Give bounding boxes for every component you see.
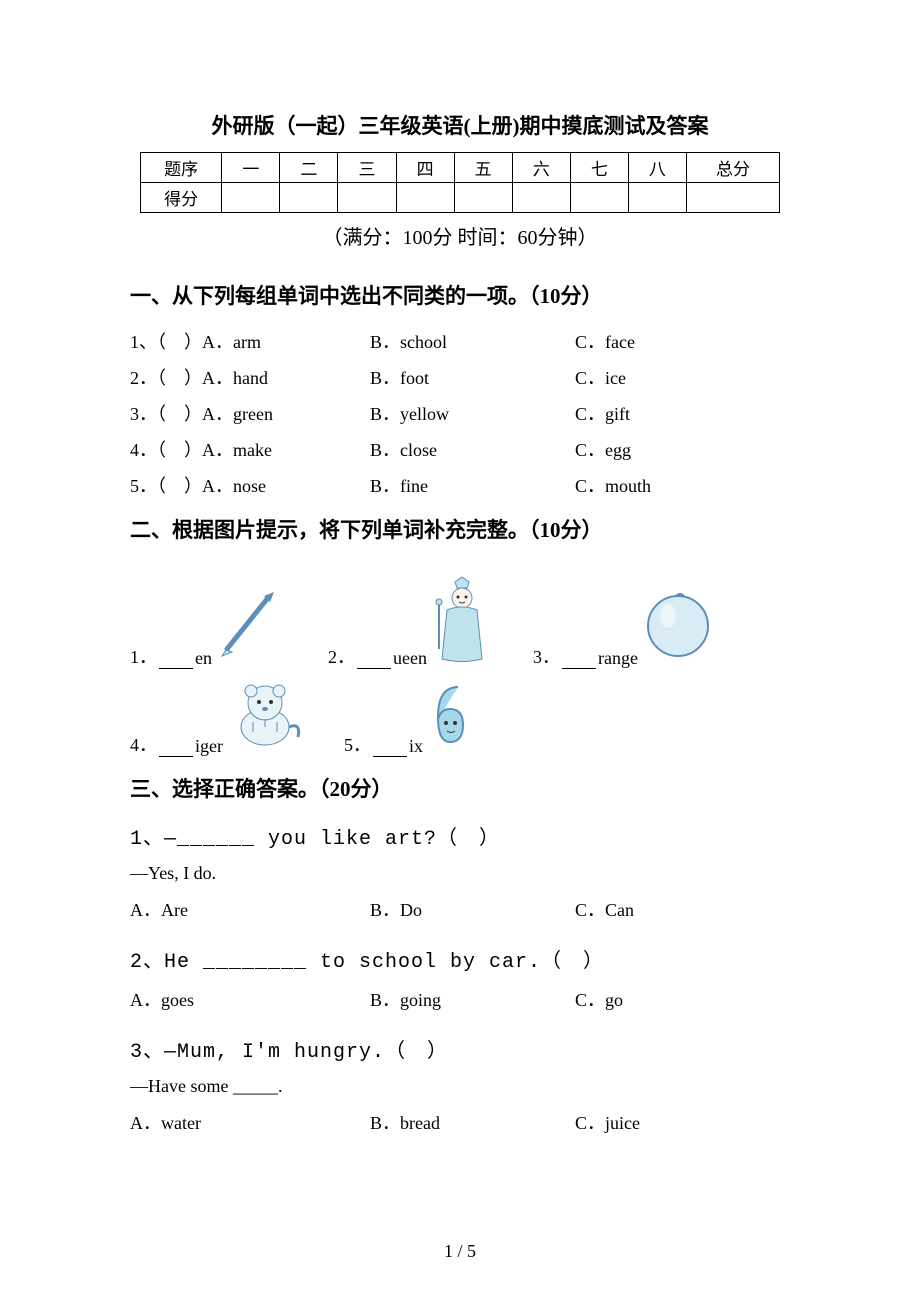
pen-icon bbox=[212, 584, 292, 669]
s1-q4-a: 4．（ ）A．make bbox=[130, 436, 370, 462]
s1-q1-b: B．school bbox=[370, 328, 575, 354]
s3-q2-choices: A．goes B．going C．go bbox=[130, 986, 790, 1012]
s3-q1-choices: A．Are B．Do C．Can bbox=[130, 896, 790, 922]
header-label: 题序 bbox=[141, 153, 222, 183]
col-2: 二 bbox=[280, 153, 338, 183]
s3-q3-b: B．bread bbox=[370, 1109, 575, 1135]
section-1-heading: 一、从下列每组单词中选出不同类的一项。（10分） bbox=[130, 280, 790, 310]
s1-q5-c: C．mouth bbox=[575, 472, 790, 498]
blank-input[interactable] bbox=[373, 739, 407, 757]
section-2-heading: 二、根据图片提示，将下列单词补充完整。（10分） bbox=[130, 514, 790, 544]
s2-item-1: 1． en bbox=[130, 584, 292, 669]
s1-q3-c: C．gift bbox=[575, 400, 790, 426]
s1-q2-c: C．ice bbox=[575, 364, 790, 390]
tiger-icon bbox=[223, 677, 308, 757]
exam-info: （满分：100分 时间：60分钟） bbox=[130, 221, 790, 250]
s1-q4-c: C．egg bbox=[575, 436, 790, 462]
score-cell[interactable] bbox=[454, 183, 512, 213]
s1-q2-a: 2．（ ）A．hand bbox=[130, 364, 370, 390]
col-6: 六 bbox=[512, 153, 570, 183]
s2-item-5: 5． ix bbox=[344, 677, 473, 757]
score-cell[interactable] bbox=[222, 183, 280, 213]
s2-3-suffix: range bbox=[598, 648, 638, 669]
s2-5-prefix: 5． bbox=[344, 731, 371, 757]
s3-q3-choices: A．water B．bread C．juice bbox=[130, 1109, 790, 1135]
s2-2-prefix: 2． bbox=[328, 643, 355, 669]
s3-q3-response: —Have some _____. bbox=[130, 1076, 790, 1097]
queen-icon bbox=[427, 574, 497, 669]
score-cell[interactable] bbox=[686, 183, 779, 213]
s3-q3-text: 3、—Mum, I'm hungry.（ ） bbox=[130, 1034, 790, 1064]
s2-item-3: 3． range bbox=[533, 584, 718, 669]
section-3-heading: 三、选择正确答案。（20分） bbox=[130, 773, 790, 803]
s2-row1: 1． en 2． ueen 3． bbox=[130, 574, 790, 669]
s3-q1-text: 1、—______ you like art?（ ） bbox=[130, 821, 790, 851]
s1-q5-b: B．fine bbox=[370, 472, 575, 498]
s1-q1-c: C．face bbox=[575, 328, 790, 354]
orange-icon bbox=[638, 584, 718, 669]
s2-item-4: 4． iger bbox=[130, 677, 308, 757]
s1-q5-a: 5．（ ）A．nose bbox=[130, 472, 370, 498]
score-cell[interactable] bbox=[512, 183, 570, 213]
s2-row2: 4． iger 5． ix bbox=[130, 677, 790, 757]
col-3: 三 bbox=[338, 153, 396, 183]
s3-q1-a: A．Are bbox=[130, 896, 370, 922]
s1-q3-b: B．yellow bbox=[370, 400, 575, 426]
score-cell[interactable] bbox=[570, 183, 628, 213]
s1-q3: 3．（ ）A．green B．yellow C．gift bbox=[130, 400, 790, 426]
score-table: 题序 一 二 三 四 五 六 七 八 总分 得分 bbox=[140, 152, 780, 213]
s1-q1: 1、（ ）A．arm B．school C．face bbox=[130, 328, 790, 354]
col-5: 五 bbox=[454, 153, 512, 183]
s3-q1: 1、—______ you like art?（ ） —Yes, I do. A… bbox=[130, 821, 790, 922]
s3-q1-c: C．Can bbox=[575, 896, 790, 922]
score-cell[interactable] bbox=[338, 183, 396, 213]
s1-q2: 2．（ ）A．hand B．foot C．ice bbox=[130, 364, 790, 390]
s3-q3-c: C．juice bbox=[575, 1109, 790, 1135]
col-1: 一 bbox=[222, 153, 280, 183]
s1-q4-b: B．close bbox=[370, 436, 575, 462]
blank-input[interactable] bbox=[357, 651, 391, 669]
s3-q2-text: 2、He ________ to school by car.（ ） bbox=[130, 944, 790, 974]
six-icon bbox=[423, 677, 473, 757]
s2-1-prefix: 1． bbox=[130, 643, 157, 669]
score-cell[interactable] bbox=[280, 183, 338, 213]
page-title: 外研版（一起）三年级英语(上册)期中摸底测试及答案 bbox=[130, 110, 790, 140]
s3-q3: 3、—Mum, I'm hungry.（ ） —Have some _____.… bbox=[130, 1034, 790, 1135]
s2-2-suffix: ueen bbox=[393, 648, 427, 669]
blank-input[interactable] bbox=[159, 651, 193, 669]
blank-input[interactable] bbox=[159, 739, 193, 757]
s3-q2-a: A．goes bbox=[130, 986, 370, 1012]
s2-1-suffix: en bbox=[195, 648, 212, 669]
page-number: 1 / 5 bbox=[0, 1241, 920, 1262]
blank-input[interactable] bbox=[562, 651, 596, 669]
col-total: 总分 bbox=[686, 153, 779, 183]
s2-5-suffix: ix bbox=[409, 736, 423, 757]
table-header-row: 题序 一 二 三 四 五 六 七 八 总分 bbox=[141, 153, 780, 183]
s3-q3-a: A．water bbox=[130, 1109, 370, 1135]
col-7: 七 bbox=[570, 153, 628, 183]
s3-q1-response: —Yes, I do. bbox=[130, 863, 790, 884]
s3-q1-b: B．Do bbox=[370, 896, 575, 922]
s3-q2-b: B．going bbox=[370, 986, 575, 1012]
score-cell[interactable] bbox=[628, 183, 686, 213]
table-score-row: 得分 bbox=[141, 183, 780, 213]
s1-q2-b: B．foot bbox=[370, 364, 575, 390]
score-cell[interactable] bbox=[396, 183, 454, 213]
col-8: 八 bbox=[628, 153, 686, 183]
col-4: 四 bbox=[396, 153, 454, 183]
s1-q1-a: 1、（ ）A．arm bbox=[130, 328, 370, 354]
s2-4-prefix: 4． bbox=[130, 731, 157, 757]
s3-q2-c: C．go bbox=[575, 986, 790, 1012]
s2-item-2: 2． ueen bbox=[328, 574, 497, 669]
s2-4-suffix: iger bbox=[195, 736, 223, 757]
s1-q4: 4．（ ）A．make B．close C．egg bbox=[130, 436, 790, 462]
score-label: 得分 bbox=[141, 183, 222, 213]
s2-3-prefix: 3． bbox=[533, 643, 560, 669]
s1-q3-a: 3．（ ）A．green bbox=[130, 400, 370, 426]
s3-q2: 2、He ________ to school by car.（ ） A．goe… bbox=[130, 944, 790, 1012]
s1-q5: 5．（ ）A．nose B．fine C．mouth bbox=[130, 472, 790, 498]
